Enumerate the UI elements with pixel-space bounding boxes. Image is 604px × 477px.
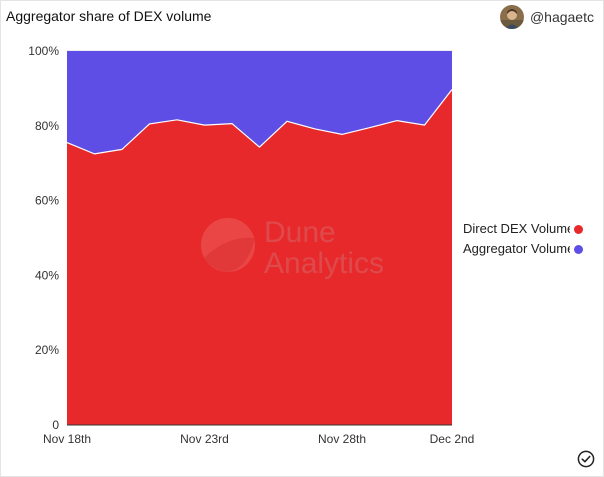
legend-item-aggregator[interactable]: Aggregator Volume xyxy=(463,240,589,260)
legend-label: Aggregator Volume xyxy=(463,241,570,256)
x-tick-label: Nov 18th xyxy=(43,432,91,446)
watermark-logo-icon xyxy=(201,218,255,272)
chart-areas xyxy=(66,51,453,425)
x-tick-label: Nov 23rd xyxy=(180,432,229,446)
y-tick-label: 20% xyxy=(35,343,59,357)
y-tick-label: 40% xyxy=(35,268,59,282)
x-tick-label: Nov 28th xyxy=(318,432,366,446)
y-tick-label: 0 xyxy=(52,418,59,432)
direct-dex-area xyxy=(67,89,452,425)
x-tick-label: Dec 2nd xyxy=(430,432,475,446)
watermark-line1: Dune xyxy=(264,216,336,249)
y-tick-label: 80% xyxy=(35,119,59,133)
user-handle[interactable]: @hagaetc xyxy=(529,9,594,25)
y-tick-labels: 0 20% 40% 60% 80% 100% xyxy=(28,44,59,432)
chart-title: Aggregator share of DEX volume xyxy=(6,8,212,24)
legend: Direct DEX Volume Aggregator Volume xyxy=(463,220,589,260)
legend-label: Direct DEX Volume xyxy=(463,221,570,236)
watermark-logo-swoosh xyxy=(204,237,255,272)
legend-item-direct[interactable]: Direct DEX Volume xyxy=(463,220,589,240)
legend-dot-direct xyxy=(574,225,583,234)
y-tick-label: 100% xyxy=(28,44,59,58)
legend-dot-aggregator xyxy=(574,245,583,254)
x-tick-labels: Nov 18th Nov 23rd Nov 28th Dec 2nd xyxy=(43,432,474,446)
dune-watermark: Dune Analytics xyxy=(201,216,384,280)
watermark-line2: Analytics xyxy=(264,247,384,280)
y-tick-label: 60% xyxy=(35,194,59,208)
avatar[interactable] xyxy=(499,5,524,29)
series-boundary-line xyxy=(66,89,453,155)
user-badge[interactable]: @hagaetc xyxy=(499,5,594,29)
check-circle-icon[interactable] xyxy=(577,450,595,468)
